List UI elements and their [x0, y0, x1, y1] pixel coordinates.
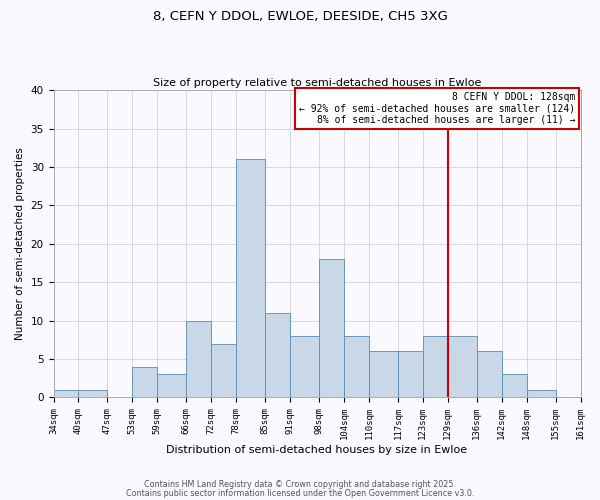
Bar — [157, 374, 187, 398]
X-axis label: Distribution of semi-detached houses by size in Ewloe: Distribution of semi-detached houses by … — [166, 445, 467, 455]
Bar — [581, 390, 600, 398]
Bar — [344, 336, 369, 398]
Text: 8 CEFN Y DDOL: 128sqm
← 92% of semi-detached houses are smaller (124)
8% of semi: 8 CEFN Y DDOL: 128sqm ← 92% of semi-deta… — [299, 92, 575, 125]
Bar — [265, 313, 290, 398]
Text: Contains public sector information licensed under the Open Government Licence v3: Contains public sector information licen… — [126, 489, 474, 498]
Y-axis label: Number of semi-detached properties: Number of semi-detached properties — [15, 148, 25, 340]
Bar — [319, 259, 344, 398]
Bar — [211, 344, 236, 398]
Bar — [502, 374, 527, 398]
Bar — [187, 320, 211, 398]
Bar — [79, 390, 107, 398]
Bar — [423, 336, 448, 398]
Bar — [398, 352, 423, 398]
Bar — [527, 390, 556, 398]
Text: Contains HM Land Registry data © Crown copyright and database right 2025.: Contains HM Land Registry data © Crown c… — [144, 480, 456, 489]
Bar — [448, 336, 477, 398]
Bar — [53, 390, 79, 398]
Bar — [133, 366, 157, 398]
Bar — [236, 160, 265, 398]
Bar — [290, 336, 319, 398]
Title: Size of property relative to semi-detached houses in Ewloe: Size of property relative to semi-detach… — [153, 78, 481, 88]
Bar — [369, 352, 398, 398]
Bar — [477, 352, 502, 398]
Text: 8, CEFN Y DDOL, EWLOE, DEESIDE, CH5 3XG: 8, CEFN Y DDOL, EWLOE, DEESIDE, CH5 3XG — [152, 10, 448, 23]
